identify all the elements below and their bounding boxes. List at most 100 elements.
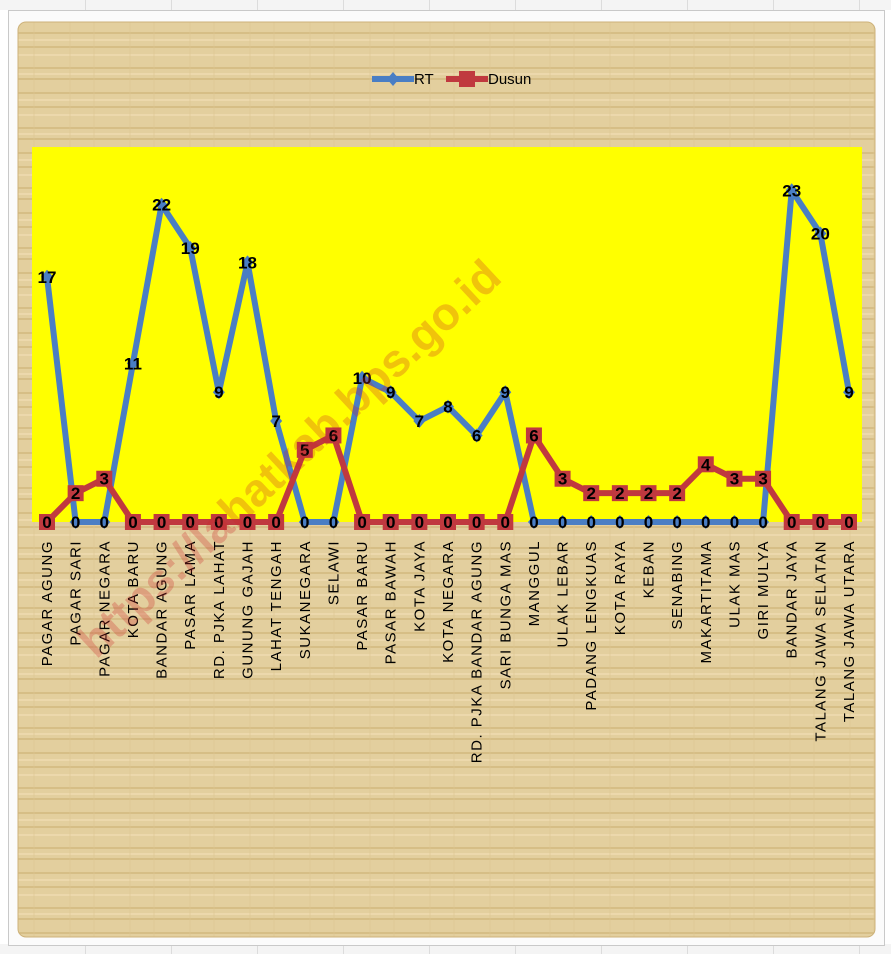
x-tick-label: MAKARTITAMA	[698, 540, 715, 663]
x-axis-labels: PAGAR AGUNG PAGAR SARI PAGAR NEGARA KOTA BA…	[39, 540, 858, 763]
data-label-rt: 0	[71, 513, 80, 532]
data-point-dusun	[268, 514, 285, 530]
data-point-dusun	[755, 470, 772, 487]
x-tick-label: SENABING	[669, 540, 686, 630]
data-point-rt	[155, 197, 168, 212]
data-point-rt	[556, 515, 569, 529]
legend-marker-dusun	[459, 71, 475, 87]
x-tick-label: TALANG JAWA SELATAN	[812, 540, 829, 742]
data-label-rt: 17	[38, 268, 57, 287]
x-tick-label: GIRI MULYA	[755, 540, 772, 639]
legend: RT Dusun	[372, 71, 531, 88]
x-tick-label: PADANG LENGKUAS	[583, 540, 600, 711]
x-tick-label: BANDAR JAYA	[784, 540, 801, 658]
data-label-dusun: 0	[386, 513, 395, 532]
data-point-rt	[585, 515, 598, 529]
data-label-dusun: 0	[787, 513, 796, 532]
x-tick-label: PAGAR NEGARA	[96, 540, 113, 677]
data-point-rt	[184, 240, 197, 255]
x-tick-label: MANGGUL	[526, 540, 543, 626]
x-tick-label: PASAR BAWAH	[383, 540, 400, 664]
data-point-dusun	[67, 485, 84, 502]
x-tick-label: KOTA NEGARA	[440, 540, 457, 663]
data-point-dusun	[497, 514, 514, 530]
data-label-rt: 19	[181, 239, 200, 258]
x-tick-label: RD. PJKA LAHAT	[211, 540, 228, 679]
data-point-dusun	[841, 514, 857, 530]
data-label-dusun: 2	[615, 484, 624, 503]
data-point-rt	[327, 515, 340, 529]
x-tick-label: ULAK MAS	[726, 540, 743, 628]
data-label-rt: 0	[615, 513, 624, 532]
x-tick-label: BANDAR AGUNG	[154, 540, 171, 679]
data-point-rt	[499, 385, 512, 400]
data-point-rt	[212, 385, 225, 400]
x-tick-label: KOTA BARU	[125, 540, 142, 638]
data-label-rt: 0	[758, 513, 767, 532]
data-label-rt: 9	[386, 383, 395, 402]
data-label-rt: 9	[501, 383, 510, 402]
data-label-rt: 0	[300, 513, 309, 532]
data-label-dusun: 0	[472, 513, 481, 532]
data-point-dusun	[697, 456, 714, 473]
data-point-dusun	[783, 514, 800, 530]
x-tick-label: SUKANEGARA	[297, 540, 314, 659]
data-label-rt: 6	[472, 426, 481, 445]
data-label-dusun: 0	[415, 513, 424, 532]
x-tick-label: KOTA JAYA	[411, 540, 428, 632]
data-label-dusun: 0	[157, 513, 166, 532]
data-label-dusun: 0	[42, 513, 51, 532]
data-point-rt	[757, 515, 770, 529]
data-label-dusun: 3	[558, 470, 567, 489]
spreadsheet-grid-top	[0, 0, 891, 10]
data-label-dusun: 3	[730, 470, 739, 489]
data-point-dusun	[39, 514, 55, 530]
data-label-rt: 0	[558, 513, 567, 532]
data-label-rt: 20	[811, 225, 830, 244]
x-tick-label: KEBAN	[641, 540, 658, 598]
data-point-dusun	[611, 485, 628, 502]
data-label-dusun: 2	[644, 484, 653, 503]
x-tick-label: PASAR BARU	[354, 540, 371, 651]
data-label-dusun: 0	[271, 513, 280, 532]
data-label-rt: 23	[782, 181, 801, 200]
data-label-rt: 0	[672, 513, 681, 532]
data-point-dusun	[354, 514, 371, 530]
data-label-rt: 0	[644, 513, 653, 532]
data-point-rt	[699, 515, 712, 529]
data-label-rt: 8	[443, 398, 452, 417]
legend-label-dusun: Dusun	[488, 71, 531, 88]
data-point-dusun	[525, 427, 542, 444]
data-label-rt: 0	[730, 513, 739, 532]
data-label-dusun: 0	[844, 513, 853, 532]
data-point-dusun	[554, 470, 571, 487]
data-point-rt	[642, 515, 655, 529]
data-point-rt	[241, 255, 254, 270]
data-point-rt	[671, 515, 684, 529]
data-label-rt: 9	[844, 383, 853, 402]
data-label-dusun: 0	[816, 513, 825, 532]
data-point-dusun	[96, 470, 113, 487]
data-point-dusun	[812, 514, 829, 530]
data-point-rt	[356, 370, 369, 385]
data-point-dusun	[153, 514, 170, 530]
x-tick-label: LAHAT TENGAH	[268, 540, 285, 671]
data-point-rt	[69, 515, 82, 529]
x-tick-label: KOTA RAYA	[612, 540, 629, 635]
data-point-rt	[384, 385, 397, 400]
data-label-rt: 9	[214, 383, 223, 402]
data-label-dusun: 0	[357, 513, 366, 532]
data-point-rt	[298, 515, 311, 529]
x-tick-label: PASAR LAMA	[182, 540, 199, 650]
data-label-dusun: 2	[672, 484, 681, 503]
x-tick-label: PAGAR SARI	[68, 540, 85, 646]
legend-label-rt: RT	[414, 71, 434, 88]
x-tick-label: TALANG JAWA UTARA	[841, 540, 858, 722]
legend-marker-rt	[387, 72, 399, 86]
data-label-rt: 10	[353, 369, 372, 388]
data-point-dusun	[440, 514, 456, 530]
data-label-dusun: 0	[214, 513, 223, 532]
